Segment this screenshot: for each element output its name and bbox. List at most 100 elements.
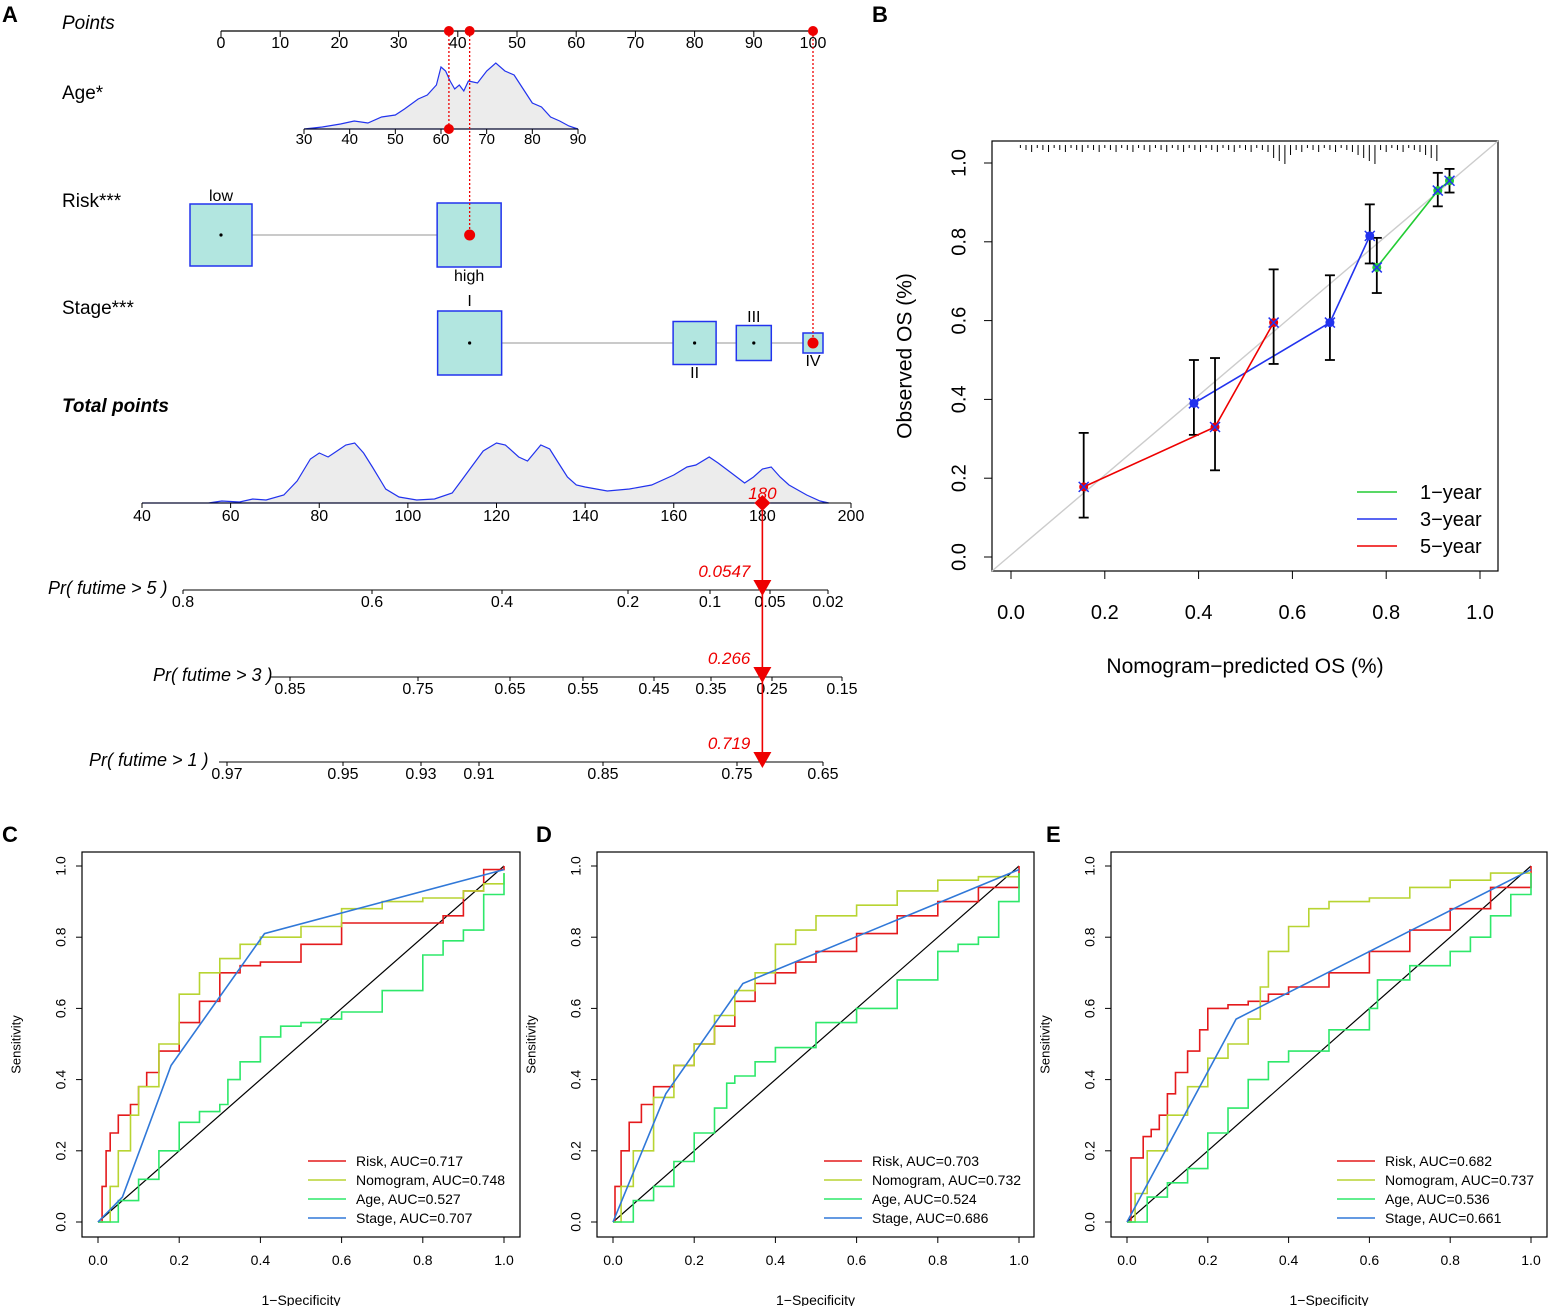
panel-letter-e: E — [1046, 822, 1061, 847]
roc-stage-curve — [612, 868, 1020, 1223]
survival-3yr-tick-label: 0.25 — [756, 681, 787, 698]
survival-5yr-tick-label: 0.02 — [812, 594, 843, 611]
roc-panel-c: 0.0 0.0 0.2 0.2 0.4 0.4 0.6 0.6 0.8 0.8 1.0 1.0 1−Sp… — [8, 851, 521, 1306]
roc-y-axis-label: Sensitivity — [523, 1015, 538, 1074]
roc-risk-curve — [1127, 866, 1532, 1223]
roc-x-tick-label: 0.6 — [332, 1252, 352, 1268]
roc-nomogram-curve — [1127, 872, 1531, 1223]
roc-x-tick-label: 0.8 — [413, 1252, 433, 1268]
survival-5yr-tick-label: 0.4 — [491, 594, 513, 611]
age-marker — [443, 124, 454, 134]
roc-y-tick-label: 0.4 — [53, 1070, 69, 1090]
roc-age-curve — [98, 873, 505, 1223]
roc-risk-legend-label: Risk, AUC=0.703 — [872, 1153, 979, 1169]
roc-y-tick-label: 0.0 — [1082, 1212, 1098, 1232]
risk-marker — [464, 229, 476, 241]
stage-dot — [752, 341, 756, 345]
survival-5yr-tick-label: 0.2 — [617, 594, 639, 611]
roc-x-tick-label: 1.0 — [1009, 1252, 1029, 1268]
roc-x-axis-label: 1−Specificity — [262, 1292, 341, 1306]
stage-level-iii: III — [747, 309, 760, 326]
roc-x-tick-label: 0.2 — [1198, 1252, 1218, 1268]
risk-label: Risk*** — [62, 191, 122, 212]
total-points-tick-label: 80 — [310, 508, 328, 525]
roc-diagonal — [97, 865, 505, 1223]
roc-panel-d: 0.0 0.0 0.2 0.2 0.4 0.4 0.6 0.6 0.8 0.8 1.0 1.0 1−Sp… — [523, 851, 1035, 1306]
roc-x-tick-label: 0.6 — [1360, 1252, 1380, 1268]
roc-risk-legend-label: Risk, AUC=0.682 — [1385, 1153, 1492, 1169]
survival-1yr-tick-label: 0.65 — [807, 766, 838, 783]
roc-x-tick-label: 0.8 — [1440, 1252, 1460, 1268]
calib-y-axis-label: Observed OS (%) — [894, 273, 917, 439]
roc-y-tick-label: 0.2 — [53, 1141, 69, 1161]
risk-level-high: high — [454, 268, 484, 285]
calib-1yr-cross — [1443, 175, 1456, 187]
stage-dot — [693, 341, 697, 345]
calib-x-tick-label: 0.6 — [1278, 602, 1306, 624]
stage-level-ii: II — [690, 365, 699, 382]
calib-y-tick-label: 0.8 — [948, 228, 970, 256]
roc-stage-curve — [1126, 868, 1532, 1223]
calib-y-tick-label: 0.2 — [948, 464, 970, 492]
calib-5yr-cross — [1209, 421, 1221, 433]
calib-3yr-cross — [1364, 230, 1376, 242]
points-tick-label: 20 — [331, 35, 349, 52]
points-axis-label: Points — [62, 13, 115, 34]
roc-age-curve — [1127, 873, 1532, 1223]
roc-y-tick-label: 0.6 — [1082, 998, 1098, 1018]
roc-y-tick-label: 0.2 — [568, 1141, 584, 1161]
survival-3yr-tick-label: 0.65 — [494, 681, 525, 698]
survival-5yr-tick-label: 0.6 — [361, 594, 383, 611]
age-tick-label: 50 — [387, 131, 404, 148]
roc-x-tick-label: 0.8 — [928, 1252, 948, 1268]
risk-level-low: low — [209, 188, 233, 205]
survival-3yr-tick-label: 0.85 — [274, 681, 305, 698]
total-points-value: 180 — [748, 484, 777, 503]
roc-y-tick-label: 0.4 — [1082, 1070, 1098, 1090]
calib-1yr-cross — [1432, 185, 1444, 197]
calib-x-axis-label: Nomogram−predicted OS (%) — [1106, 655, 1383, 678]
calib-y-tick-label: 0.4 — [948, 385, 970, 413]
survival-1yr-tick-label: 0.85 — [587, 766, 618, 783]
calib-1yr-legend-label: 1−year — [1420, 482, 1482, 504]
total-points-tick-label: 140 — [572, 508, 599, 525]
roc-x-tick-label: 0.0 — [88, 1252, 108, 1268]
age-label: Age* — [62, 83, 104, 104]
roc-y-tick-label: 0.0 — [53, 1212, 69, 1232]
age-tick-label: 40 — [341, 131, 358, 148]
panel-letter-d: D — [536, 822, 552, 847]
nomogram-panel: Points 0 10 20 30 40 50 60 70 80 90 100 Age* 30 40 50 60… — [48, 13, 864, 783]
roc-y-tick-label: 0.8 — [53, 927, 69, 947]
roc-nomogram-legend-label: Nomogram, AUC=0.732 — [872, 1172, 1021, 1188]
roc-y-axis-label: Sensitivity — [1037, 1015, 1052, 1074]
calib-y-tick-label: 0.6 — [948, 307, 970, 335]
calib-3yr-cross — [1324, 317, 1336, 329]
roc-age-legend-label: Age, AUC=0.527 — [356, 1191, 461, 1207]
roc-x-tick-label: 0.0 — [603, 1252, 623, 1268]
roc-x-axis-label: 1−Specificity — [776, 1292, 855, 1306]
roc-x-axis-label: 1−Specificity — [1290, 1292, 1369, 1306]
calib-5yr-line — [1083, 322, 1275, 488]
roc-x-tick-label: 1.0 — [494, 1252, 514, 1268]
survival-3yr-tick-label: 0.35 — [695, 681, 726, 698]
age-tick-label: 90 — [570, 131, 587, 148]
calibration-panel: 0.0 0.2 0.4 0.6 0.8 1.0 0.0 0.2 0.4 0.6 0.8 1.0 Nomo… — [894, 140, 1499, 678]
survival-marker — [753, 580, 772, 596]
stage-marker — [807, 337, 819, 349]
calib-x-tick-label: 0.8 — [1372, 602, 1400, 624]
roc-x-tick-label: 0.2 — [169, 1252, 189, 1268]
age-tick-label: 70 — [478, 131, 495, 148]
survival-5yr-value: 0.0547 — [698, 562, 751, 581]
survival-5yr-tick-label: 0.05 — [754, 594, 785, 611]
roc-y-tick-label: 1.0 — [53, 856, 69, 876]
points-tick-label: 90 — [745, 35, 763, 52]
survival-3yr-tick-label: 0.15 — [826, 681, 857, 698]
roc-risk-curve — [98, 866, 505, 1223]
calib-x-tick-label: 0.2 — [1091, 602, 1119, 624]
survival-1yr-label: Pr( futime > 1 ) — [89, 750, 209, 770]
age-tick-label: 80 — [524, 131, 541, 148]
total-points-tick-label: 200 — [838, 508, 865, 525]
total-points-tick-label: 60 — [222, 508, 240, 525]
survival-1yr-value: 0.719 — [708, 734, 751, 753]
